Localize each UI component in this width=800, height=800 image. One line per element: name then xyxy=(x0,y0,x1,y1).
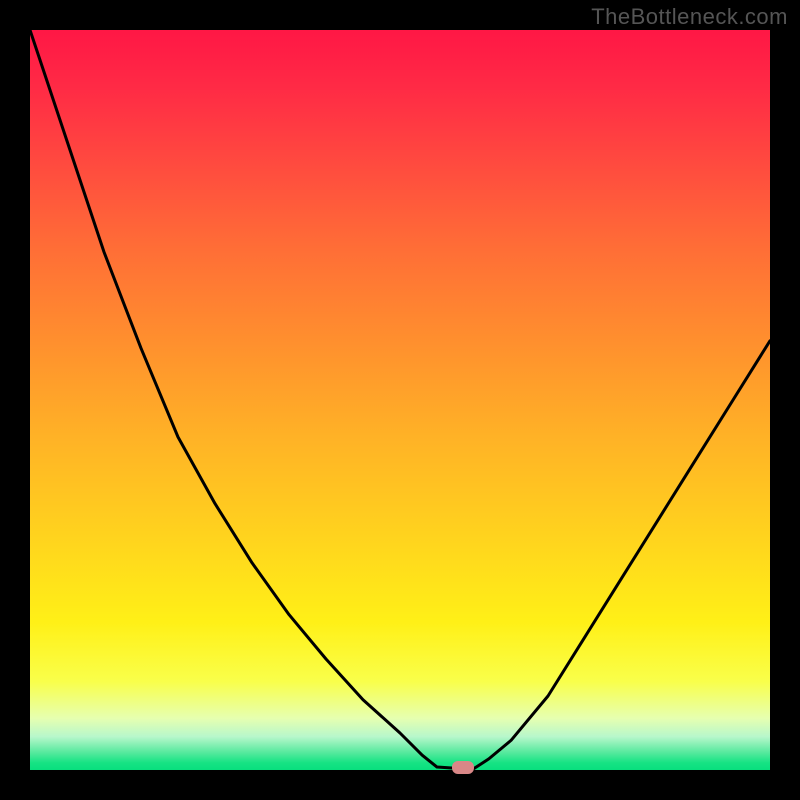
watermark-text: TheBottleneck.com xyxy=(591,4,788,30)
optimal-marker xyxy=(452,761,474,774)
plot-svg xyxy=(30,30,770,770)
plot-area xyxy=(30,30,770,770)
gradient-background xyxy=(30,30,770,770)
chart-container: TheBottleneck.com xyxy=(0,0,800,800)
